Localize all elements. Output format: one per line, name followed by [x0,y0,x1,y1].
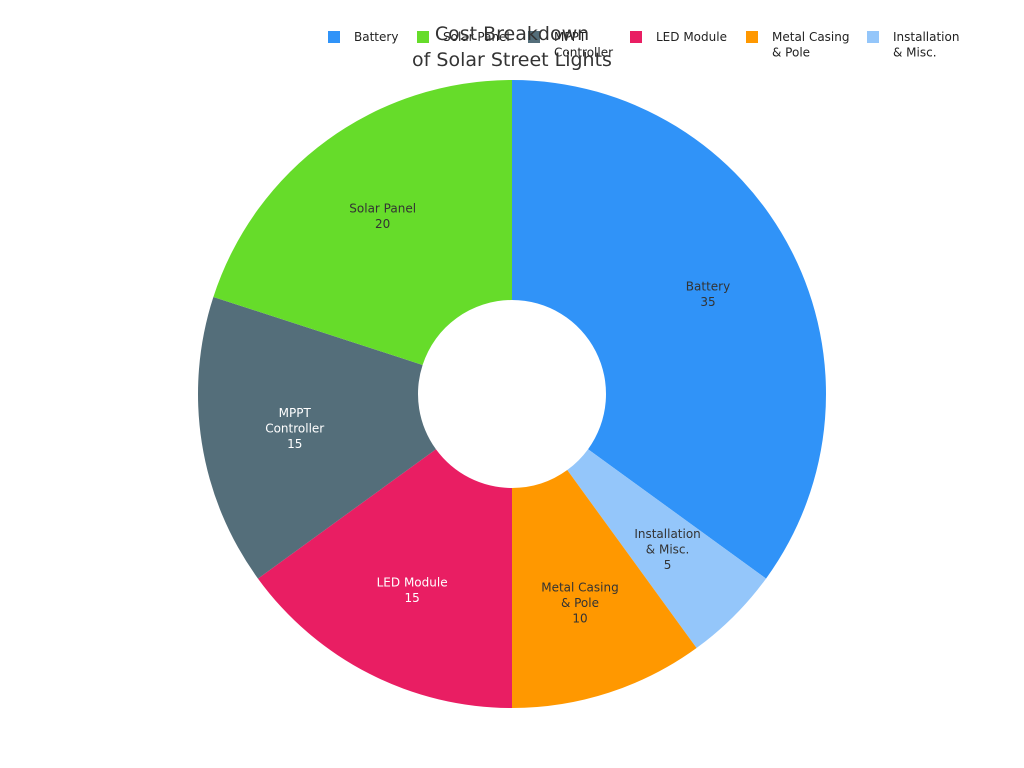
slice-led-module[interactable] [257,449,512,708]
slice-label-mppt-controller: MPPT Controller 15 [265,406,324,451]
chart-title: Cost Breakdown of Solar Street Lights [412,23,612,71]
legend-label: Battery [354,30,398,44]
chart-slices [198,80,826,708]
slice-label-installation-misc: Installation & Misc. 5 [634,527,700,572]
legend-item-led-module[interactable]: LED Module [630,30,727,44]
slice-solar-panel[interactable] [213,80,512,365]
slice-label-battery: Battery 35 [686,279,730,309]
legend-swatch [630,31,642,43]
legend-swatch [746,31,758,43]
legend-label: Installation & Misc. [893,30,959,60]
chart-slice-labels: Battery 35 Installation & Misc. 5 Metal Casin… [265,201,730,625]
legend-swatch [867,31,879,43]
legend-label: Metal Casing & Pole [772,30,849,60]
legend-item-battery[interactable]: Battery [328,30,398,44]
legend-item-solar-panel[interactable]: Solar Panel [417,30,510,44]
legend-label: LED Module [656,30,727,44]
legend-swatch [328,31,340,43]
legend-label: MPPT Controller [554,30,613,60]
legend-swatch [528,31,540,43]
legend-label: Solar Panel [443,30,510,44]
slice-label-led-module: LED Module 15 [377,575,448,605]
legend-item-installation-misc[interactable]: Installation & Misc. [867,30,959,60]
slice-mppt-controller[interactable] [198,296,436,579]
slice-installation-misc[interactable] [567,449,767,649]
slice-battery[interactable] [512,80,826,579]
slice-label-metal-casing-pole: Metal Casing & Pole 10 [541,581,618,626]
chart-legend: Battery Solar Panel MPPT Controller LED Modu… [328,30,959,60]
legend-item-mppt-controller[interactable]: MPPT Controller [528,30,613,60]
legend-item-metal-casing-pole[interactable]: Metal Casing & Pole [746,30,849,60]
legend-swatch [417,31,429,43]
slice-metal-casing-pole[interactable] [512,470,697,708]
slice-label-solar-panel: Solar Panel 20 [349,201,416,231]
